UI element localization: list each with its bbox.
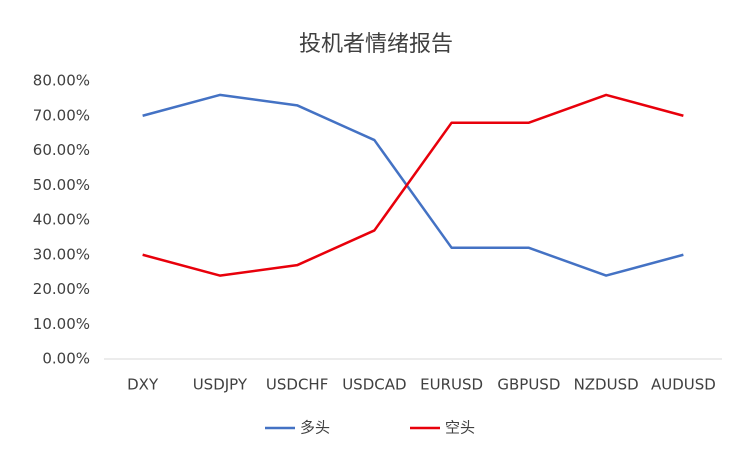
x-tick-label: EURUSD	[420, 376, 483, 394]
y-tick-label: 30.00%	[33, 245, 90, 263]
legend-label: 空头	[445, 419, 475, 437]
y-tick-label: 50.00%	[33, 176, 90, 194]
chart-title: 投机者情绪报告	[299, 32, 453, 57]
x-tick-label: USDJPY	[193, 376, 248, 394]
y-tick-label: 40.00%	[33, 211, 90, 229]
y-tick-label: 80.00%	[33, 72, 90, 90]
series-line	[142, 93, 684, 277]
x-tick-label: USDCHF	[266, 376, 328, 394]
x-tick-label: NZDUSD	[574, 376, 639, 394]
y-tick-label: 70.00%	[33, 106, 90, 124]
series-line	[142, 93, 684, 277]
x-tick-label: USDCAD	[342, 376, 406, 394]
y-tick-label: 0.00%	[42, 350, 90, 368]
x-tick-label: GBPUSD	[497, 376, 560, 394]
y-tick-label: 10.00%	[33, 315, 90, 333]
x-tick-label: AUDUSD	[651, 376, 716, 394]
x-tick-label: DXY	[127, 376, 159, 394]
y-tick-label: 20.00%	[33, 280, 90, 298]
legend-label: 多头	[300, 419, 330, 437]
y-tick-label: 60.00%	[33, 141, 90, 159]
